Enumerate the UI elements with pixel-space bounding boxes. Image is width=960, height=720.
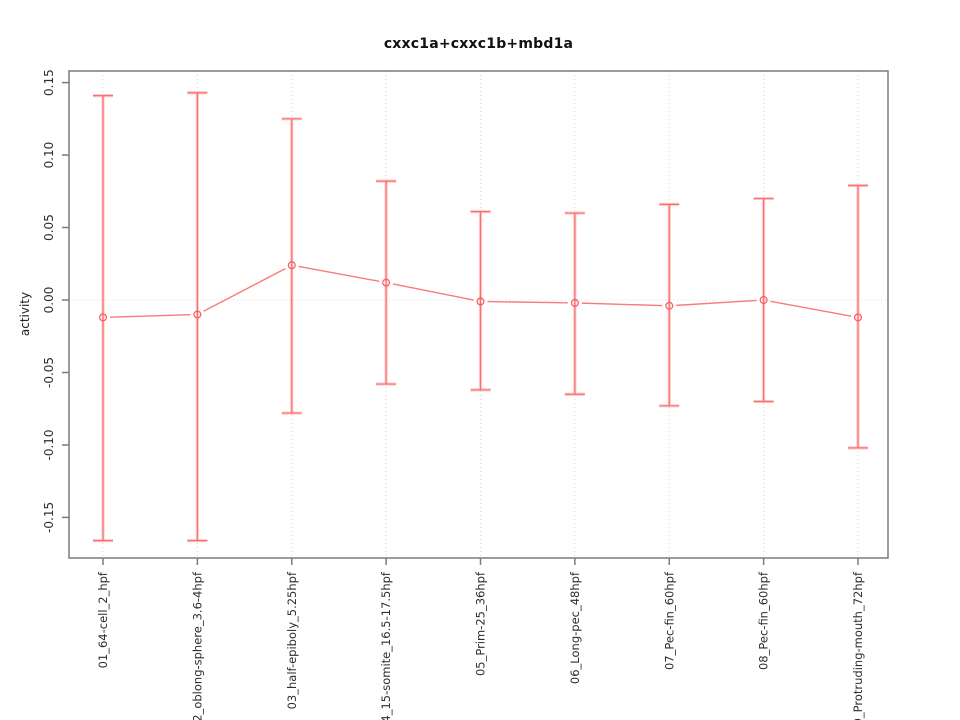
- x-tick-label: 09_Protruding-mouth_72hpf: [851, 571, 865, 720]
- y-tick-label: 0.00: [42, 287, 56, 314]
- data-point-marker: [382, 278, 391, 287]
- data-point-marker: [476, 297, 485, 306]
- y-tick-label: -0.05: [42, 357, 56, 388]
- y-tick-label: 0.10: [42, 142, 56, 169]
- x-tick-label: 01_64-cell_2_hpf: [96, 571, 110, 668]
- data-point-marker: [287, 261, 296, 270]
- series-line-segment: [298, 265, 380, 283]
- data-point-marker: [853, 313, 863, 322]
- y-tick-label: -0.15: [42, 502, 56, 533]
- plot-border: [68, 70, 889, 559]
- data-point-marker: [98, 313, 108, 322]
- series-line-segment: [770, 300, 852, 317]
- x-tick-label: 05_Prim-25_36hpf: [474, 571, 488, 676]
- data-point-marker: [759, 295, 768, 305]
- x-tick-label: 07_Pec-fin_60hpf: [662, 571, 676, 670]
- x-tick-label: 08_Pec-fin_60hpf: [757, 571, 771, 670]
- x-tick-label: 02_oblong-sphere_3.6-4hpf: [190, 571, 204, 720]
- y-tick-label: -0.10: [42, 429, 56, 460]
- x-tick-label: 03_half-epiboly_5.25hpf: [285, 571, 299, 709]
- series-line-segment: [581, 302, 663, 307]
- y-tick-label: 0.15: [42, 69, 56, 96]
- series-line-segment: [392, 283, 474, 301]
- data-point-marker: [665, 301, 674, 310]
- data-point-marker: [193, 310, 202, 319]
- series-line-segment: [676, 299, 757, 307]
- x-tick-label: 04_15-somite_16.5-17.5hpf: [379, 571, 393, 720]
- x-tick-label: 06_Long-pec_48hpf: [568, 571, 582, 684]
- y-tick-label: 0.05: [42, 214, 56, 241]
- series-line-segment: [487, 300, 568, 304]
- series-line-segment: [203, 267, 286, 312]
- data-point-marker: [570, 298, 579, 307]
- series-line-segment: [109, 314, 191, 318]
- chart-title: cxxc1a+cxxc1b+mbd1a: [383, 36, 574, 52]
